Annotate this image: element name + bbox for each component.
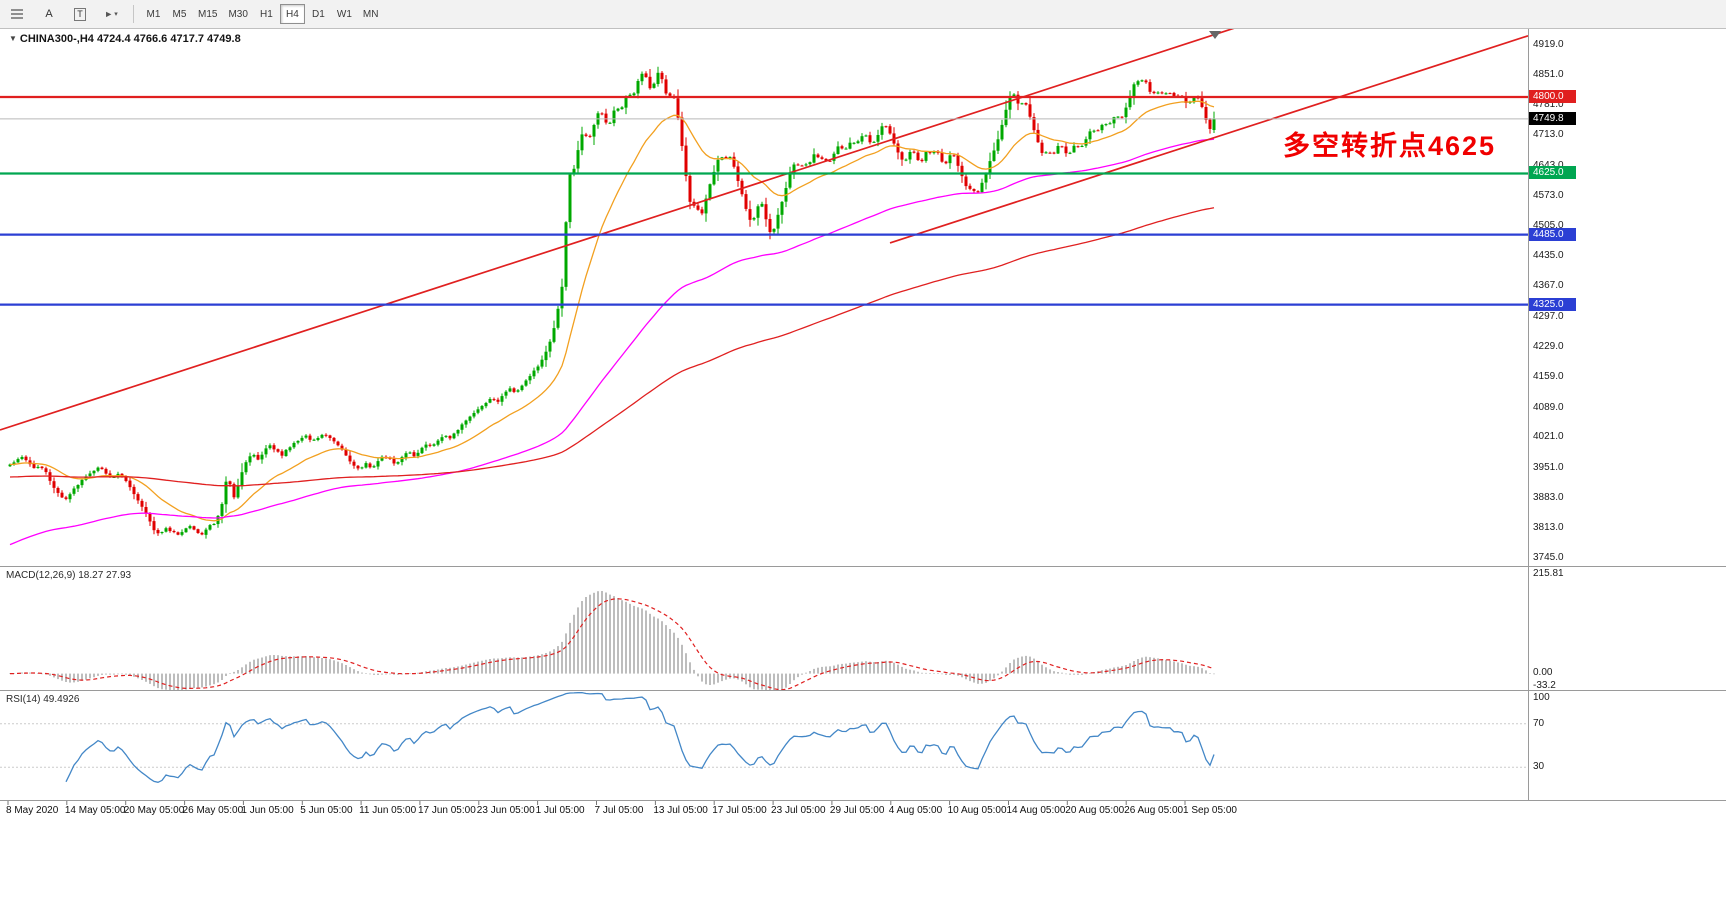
price-scale-label: 4435.0 bbox=[1533, 250, 1564, 262]
rsi-scale-label: 100 bbox=[1533, 692, 1550, 703]
timeframe-button-w1[interactable]: W1 bbox=[332, 4, 357, 24]
price-scale-label: 4505.0 bbox=[1533, 219, 1564, 231]
current-price-badge: 4749.8 bbox=[1529, 111, 1576, 125]
time-axis-label: 1 Sep 05:00 bbox=[1183, 805, 1237, 816]
price-scale-label: 3745.0 bbox=[1533, 552, 1564, 563]
shift-marker-icon bbox=[1209, 31, 1221, 39]
time-axis-label: 20 Aug 05:00 bbox=[1065, 805, 1125, 816]
boxed-t-icon: T bbox=[74, 7, 86, 21]
rsi-layer[interactable] bbox=[0, 691, 1528, 783]
time-axis-label: 20 May 05:00 bbox=[123, 805, 185, 816]
time-axis-label: 4 Aug 05:00 bbox=[888, 805, 943, 816]
price-scale-label: 4297.0 bbox=[1533, 310, 1564, 322]
macd-scale-label: 215.81 bbox=[1533, 568, 1564, 579]
price-line-badge: 4625.0 bbox=[1529, 166, 1576, 180]
price-scale-label: 4367.0 bbox=[1533, 280, 1564, 292]
timeframe-button-m1[interactable]: M1 bbox=[141, 4, 166, 24]
timeframe-button-h1[interactable]: H1 bbox=[254, 4, 279, 24]
price-scale-label: 4573.0 bbox=[1533, 190, 1564, 202]
price-scale-label: 4089.0 bbox=[1533, 401, 1564, 413]
dropdown-caret-icon: ▾ bbox=[114, 11, 118, 18]
price-scale-label: 4781.0 bbox=[1533, 99, 1564, 111]
chart-text-annotation: 多空转折点4625 bbox=[1283, 131, 1497, 161]
price-scale-label: 4643.0 bbox=[1533, 159, 1564, 171]
price-scale-label: 3883.0 bbox=[1533, 491, 1564, 503]
trend-line[interactable] bbox=[889, 34, 1528, 244]
time-axis-label: 13 Jul 05:00 bbox=[653, 805, 708, 816]
time-axis-label: 17 Jun 05:00 bbox=[417, 805, 476, 816]
chart-tools-button[interactable] bbox=[3, 3, 33, 25]
rsi-scale-label: 70 bbox=[1533, 717, 1545, 729]
time-axis-label: 1 Jul 05:00 bbox=[535, 805, 585, 816]
candles-layer bbox=[8, 66, 1216, 539]
macd-indicator-label: MACD(12,26,9) 18.27 27.93 bbox=[6, 570, 132, 581]
timeframe-button-mn[interactable]: MN bbox=[358, 4, 384, 24]
toolbar: A T ► ▾ M1 M5 M15 M30 H1 H4 D1 W1 MN bbox=[0, 0, 1726, 28]
time-axis-label: 26 Aug 05:00 bbox=[1124, 805, 1184, 816]
chart-title-text: CHINA300-,H4 4724.4 4766.6 4717.7 4749.8 bbox=[19, 33, 241, 45]
symbol-marker-icon: ▼ bbox=[9, 34, 17, 43]
price-scale-label: 4919.0 bbox=[1533, 39, 1564, 50]
trend-line[interactable] bbox=[0, 10, 1290, 431]
ma-line-220 bbox=[9, 207, 1215, 487]
text-label-tool[interactable]: T bbox=[65, 3, 95, 25]
time-axis-label: 14 Aug 05:00 bbox=[1006, 805, 1066, 816]
chart-title: ▼ CHINA300-,H4 4724.4 4766.6 4717.7 4749.… bbox=[9, 33, 241, 45]
ma-line-100 bbox=[9, 138, 1215, 546]
rsi-scale-label: 30 bbox=[1533, 761, 1545, 773]
timeframe-button-m5[interactable]: M5 bbox=[167, 4, 192, 24]
time-axis-label: 1 Jun 05:00 bbox=[241, 805, 294, 816]
timeframe-button-d1[interactable]: D1 bbox=[306, 4, 331, 24]
time-axis-label: 26 May 05:00 bbox=[182, 805, 244, 816]
time-axis-label: 5 Jun 05:00 bbox=[300, 805, 353, 816]
grid-tool-icon bbox=[10, 8, 23, 20]
text-annotation-tool[interactable]: A bbox=[45, 8, 53, 20]
main-chart-layer[interactable] bbox=[0, 10, 1528, 546]
macd-scale-label: -33.2 bbox=[1533, 680, 1556, 691]
time-axis-label: 10 Aug 05:00 bbox=[947, 805, 1007, 816]
toolbar-separator bbox=[133, 5, 134, 23]
time-axis-label: 7 Jul 05:00 bbox=[594, 805, 644, 816]
price-line-badge: 4800.0 bbox=[1529, 89, 1576, 103]
price-scale-label: 4229.0 bbox=[1533, 340, 1564, 352]
price-scale-label: 4851.0 bbox=[1533, 68, 1564, 80]
time-axis-label: 14 May 05:00 bbox=[64, 805, 126, 816]
price-scale-label: 4159.0 bbox=[1533, 371, 1564, 383]
time-axis-label: 23 Jun 05:00 bbox=[476, 805, 535, 816]
ma-line-21 bbox=[9, 100, 1215, 522]
timeframe-button-m30[interactable]: M30 bbox=[223, 4, 252, 24]
time-axis-label: 17 Jul 05:00 bbox=[712, 805, 767, 816]
timeframe-button-h4[interactable]: H4 bbox=[279, 4, 305, 24]
price-scale-label: 4713.0 bbox=[1533, 129, 1564, 140]
time-axis-label: 11 Jun 05:00 bbox=[359, 805, 417, 816]
price-scale-label: 3951.0 bbox=[1533, 461, 1564, 473]
cursor-tool-button[interactable]: ► ▾ bbox=[96, 3, 126, 25]
rsi-indicator-label: RSI(14) 49.4926 bbox=[6, 694, 80, 705]
panel-borders bbox=[0, 28, 1726, 805]
cursor-tool-icon: ► bbox=[104, 9, 114, 19]
price-scale-label: 3813.0 bbox=[1533, 522, 1564, 534]
macd-layer[interactable] bbox=[9, 591, 1215, 693]
timeframe-button-m15[interactable]: M15 bbox=[193, 4, 222, 24]
time-axis-label: 8 May 2020 bbox=[6, 805, 59, 816]
price-line-badge: 4485.0 bbox=[1529, 227, 1576, 241]
macd-signal-line bbox=[10, 598, 1215, 690]
price-line-badge: 4325.0 bbox=[1529, 297, 1576, 311]
macd-scale-label: 0.00 bbox=[1533, 667, 1553, 678]
rsi-line bbox=[65, 691, 1215, 783]
time-axis-label: 29 Jul 05:00 bbox=[829, 805, 885, 816]
price-scale-label: 4021.0 bbox=[1533, 431, 1564, 443]
time-axis-label: 23 Jul 05:00 bbox=[771, 805, 826, 816]
